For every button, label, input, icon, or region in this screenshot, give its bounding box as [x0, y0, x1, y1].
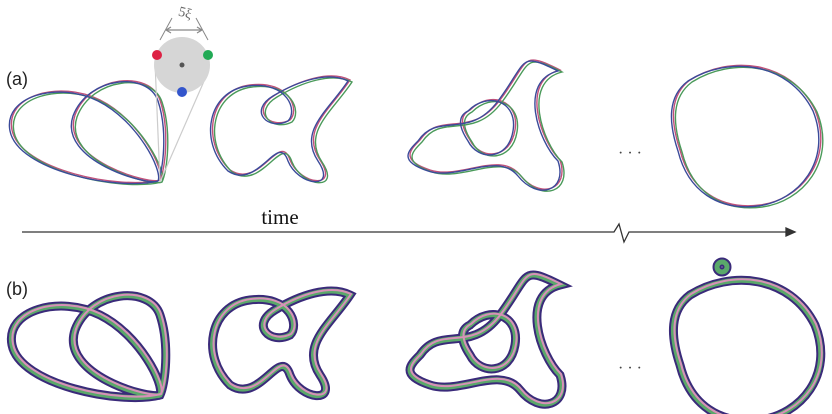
- inset: 5ξ: [152, 5, 213, 183]
- row-a-curves: [8, 59, 824, 209]
- row-b-curves: [11, 257, 821, 414]
- axis-arrowhead: [785, 226, 797, 238]
- axis-label: time: [261, 205, 298, 229]
- inset-guide: [154, 61, 161, 183]
- ellipsis: · · ·: [618, 360, 642, 377]
- phase-wheel: [203, 50, 213, 60]
- phase-wheel: [177, 87, 187, 97]
- axis-line: [22, 222, 795, 244]
- phase-wheel: [152, 50, 162, 60]
- dimension-arrow: [165, 26, 203, 34]
- tube-green: [11, 259, 820, 414]
- inset-label: 5ξ: [177, 5, 194, 23]
- dimension-ticks: [159, 17, 209, 41]
- time-axis: [22, 222, 797, 244]
- filament-green: [12, 61, 824, 209]
- panel-label: (a): [6, 69, 28, 89]
- ellipsis: · · ·: [618, 145, 642, 162]
- inset-guide: [159, 71, 209, 183]
- inset-center: [179, 62, 185, 68]
- panel-label: (b): [6, 279, 28, 299]
